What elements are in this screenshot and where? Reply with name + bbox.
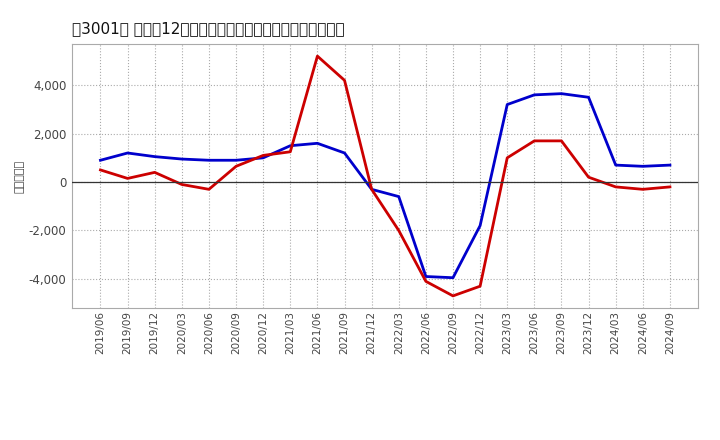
経常利益 bbox=[123, 150, 132, 156]
当期純利益 bbox=[611, 184, 620, 190]
経常利益 bbox=[341, 150, 349, 156]
当期純利益 bbox=[96, 167, 105, 172]
経常利益 bbox=[665, 162, 674, 168]
当期純利益 bbox=[178, 182, 186, 187]
経常利益 bbox=[232, 158, 240, 163]
当期純利益 bbox=[503, 155, 511, 161]
当期純利益 bbox=[665, 184, 674, 190]
経常利益 bbox=[286, 143, 294, 148]
経常利益 bbox=[150, 154, 159, 159]
当期純利益 bbox=[584, 175, 593, 180]
当期純利益 bbox=[367, 187, 376, 192]
当期純利益 bbox=[476, 283, 485, 289]
経常利益 bbox=[449, 275, 457, 280]
Text: ［3001］ 利益の12か月移動合計の対前年同期増減額の推移: ［3001］ 利益の12か月移動合計の対前年同期増減額の推移 bbox=[72, 21, 345, 36]
当期純利益 bbox=[557, 138, 566, 143]
経常利益 bbox=[367, 187, 376, 192]
経常利益 bbox=[503, 102, 511, 107]
当期純利益 bbox=[421, 279, 430, 284]
当期純利益 bbox=[259, 153, 268, 158]
当期純利益 bbox=[123, 176, 132, 181]
当期純利益 bbox=[150, 170, 159, 175]
経常利益 bbox=[178, 156, 186, 161]
経常利益 bbox=[421, 274, 430, 279]
当期純利益 bbox=[395, 228, 403, 233]
経常利益 bbox=[639, 164, 647, 169]
Line: 経常利益: 経常利益 bbox=[101, 94, 670, 278]
Y-axis label: （百万円）: （百万円） bbox=[14, 159, 24, 193]
経常利益 bbox=[313, 141, 322, 146]
経常利益 bbox=[259, 155, 268, 161]
経常利益 bbox=[530, 92, 539, 98]
Line: 当期純利益: 当期純利益 bbox=[101, 56, 670, 296]
経常利益 bbox=[557, 91, 566, 96]
当期純利益 bbox=[313, 54, 322, 59]
経常利益 bbox=[96, 158, 105, 163]
経常利益 bbox=[204, 158, 213, 163]
経常利益 bbox=[611, 162, 620, 168]
経常利益 bbox=[584, 95, 593, 100]
当期純利益 bbox=[232, 164, 240, 169]
経常利益 bbox=[395, 194, 403, 199]
当期純利益 bbox=[341, 78, 349, 83]
当期純利益 bbox=[286, 149, 294, 154]
経常利益 bbox=[476, 223, 485, 228]
当期純利益 bbox=[530, 138, 539, 143]
当期純利益 bbox=[639, 187, 647, 192]
当期純利益 bbox=[204, 187, 213, 192]
当期純利益 bbox=[449, 293, 457, 298]
